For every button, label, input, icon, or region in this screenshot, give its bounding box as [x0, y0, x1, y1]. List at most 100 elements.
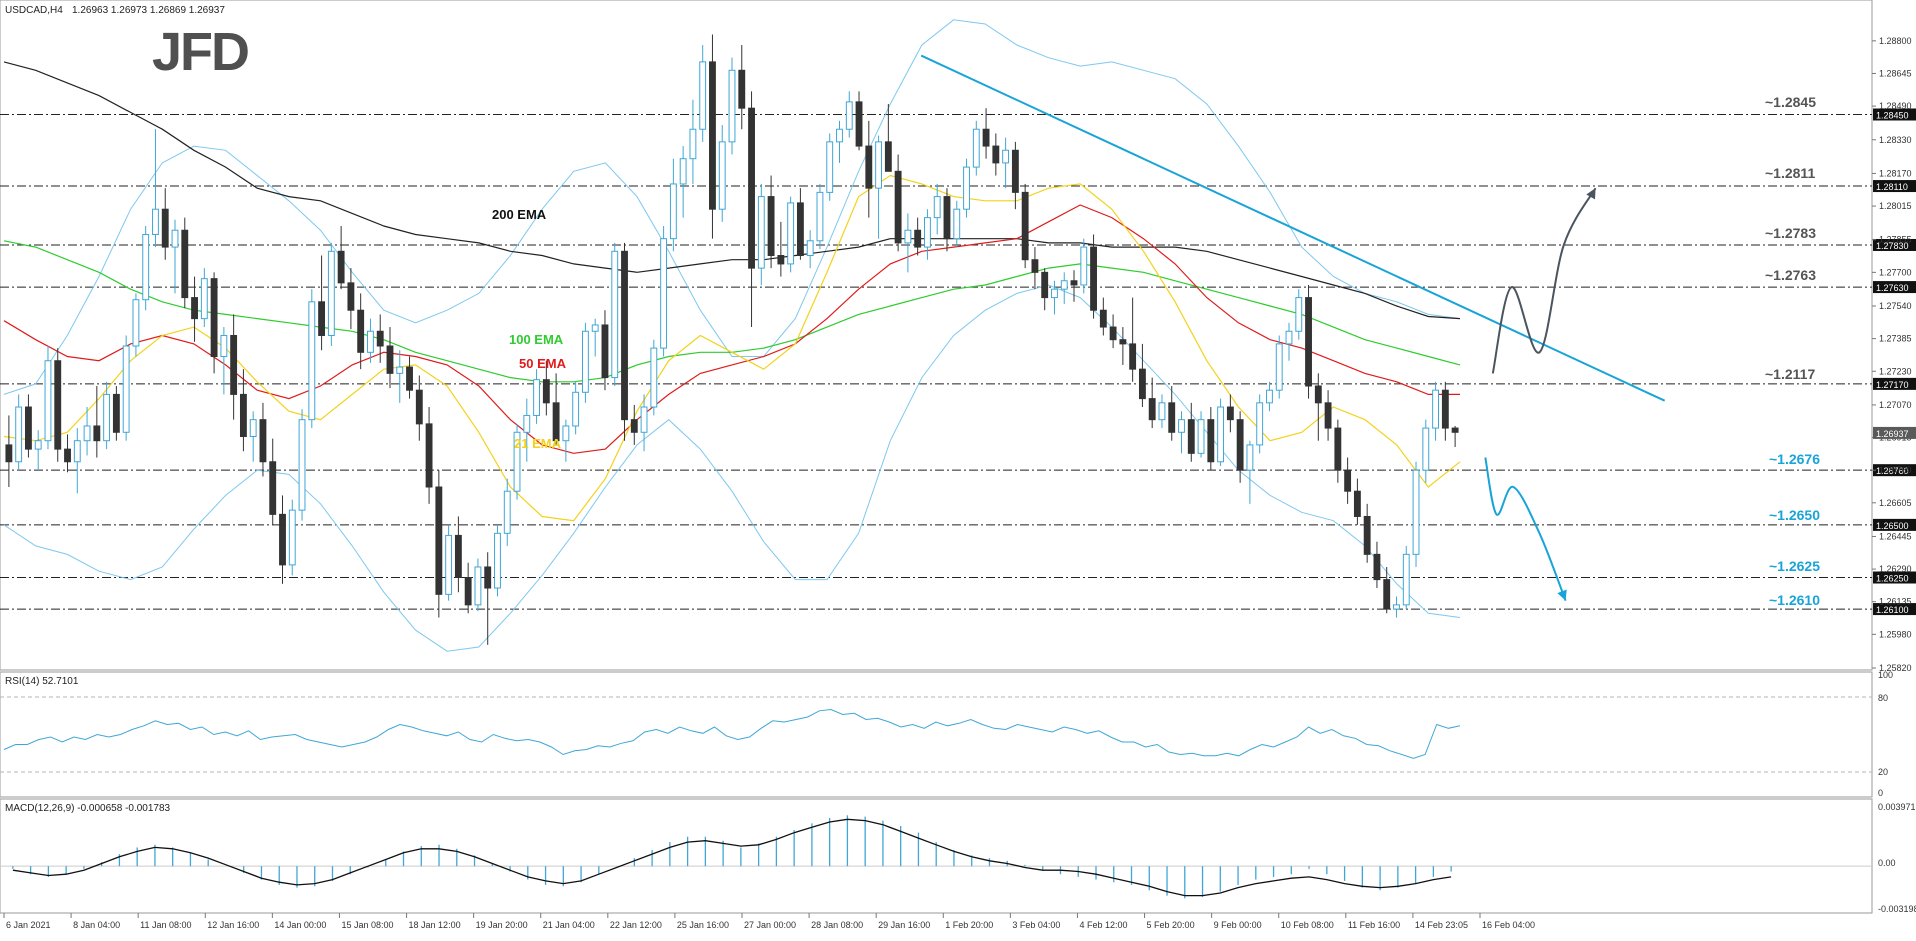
downtrend-line [920, 54, 1666, 402]
candle-body [1451, 427, 1459, 433]
time-tick-label-1: 8 Jan 04:00 [73, 920, 120, 930]
rsi-label: RSI(14) 52.7101 [5, 676, 79, 687]
ema200-line [3, 61, 1461, 320]
candle-body [1138, 368, 1146, 400]
macd-signal-line [12, 818, 1452, 897]
candle-body [503, 490, 511, 534]
candle-body [562, 425, 570, 442]
time-tick-label-6: 18 Jan 12:00 [409, 920, 461, 930]
candle-body [239, 393, 247, 437]
rsi-panel-frame [0, 671, 1873, 798]
candle-body [572, 391, 580, 427]
candle-body [552, 402, 560, 442]
candle [259, 402, 267, 477]
candle-body [992, 145, 1000, 164]
candle [1363, 503, 1371, 563]
candle [552, 373, 560, 445]
candle [787, 196, 795, 273]
level-tag-bg-9 [1873, 603, 1916, 616]
candle [1353, 478, 1361, 525]
candle-body [523, 414, 531, 433]
candle [630, 404, 638, 445]
level-tag-bg-3 [1873, 238, 1916, 251]
time-tick-label-13: 29 Jan 16:00 [878, 920, 930, 930]
candle-body [318, 301, 326, 336]
candle [738, 45, 746, 130]
candle [914, 217, 922, 256]
bullish-projection-arrowhead [1586, 188, 1596, 200]
candle [1285, 322, 1293, 361]
candle-body [748, 107, 755, 269]
candle-body [865, 145, 873, 189]
candle [5, 415, 13, 488]
candle [288, 499, 296, 576]
candle [1090, 234, 1097, 319]
candlesticks [5, 34, 1459, 645]
level-label-6: ~1.2676 [1769, 451, 1820, 467]
candle-body [757, 196, 765, 269]
candle [884, 103, 892, 172]
candle-body [1041, 271, 1049, 299]
ema21-line [3, 174, 1461, 522]
rsi-tick-100: 100 [1878, 670, 1893, 680]
candle-body [1402, 553, 1410, 606]
candle [1148, 377, 1156, 429]
candle-body [230, 334, 238, 395]
candle [777, 221, 785, 277]
candle-body [54, 360, 62, 450]
candle-body [1158, 402, 1166, 421]
candle-body [924, 217, 931, 248]
candle-body [1344, 469, 1352, 492]
candle [1422, 419, 1430, 483]
candle [347, 268, 355, 330]
candle-body [640, 406, 648, 433]
candle [308, 289, 316, 429]
candle-body [249, 419, 257, 437]
jfd-logo: JFD [152, 22, 248, 82]
candle-body [796, 202, 804, 257]
candle-body [1148, 398, 1156, 421]
candle [239, 369, 247, 452]
candle [806, 230, 814, 269]
candle [1158, 394, 1166, 429]
candle [1207, 407, 1215, 471]
level-tag-3: 1.27830 [1876, 241, 1909, 251]
candle-body [738, 69, 746, 109]
ema200-label: 200 EMA [492, 207, 547, 222]
candle [269, 438, 277, 525]
candle [591, 318, 599, 357]
bullish-projection-path [1491, 187, 1597, 374]
candle [1412, 461, 1420, 567]
level-label-9: ~1.2610 [1769, 592, 1820, 608]
candle [1314, 373, 1322, 441]
candle [542, 360, 550, 416]
candle [767, 175, 775, 269]
candle-body [191, 297, 198, 320]
candle-body [660, 238, 668, 349]
candle-body [5, 444, 13, 463]
price-tick-label-5: 1.28015 [1879, 201, 1912, 211]
candle-body [210, 278, 218, 358]
price-tick-label-6: 1.27855 [1879, 235, 1912, 245]
level-tag-2: 1.28110 [1876, 182, 1908, 192]
time-tick-label-3: 12 Jan 16:00 [207, 920, 259, 930]
candle [581, 322, 589, 403]
candle-body [982, 128, 990, 147]
price-tick-label-14: 1.26605 [1879, 498, 1912, 508]
candle-body [259, 419, 267, 463]
candle-body [161, 208, 169, 248]
level-tag-bg-5 [1873, 377, 1916, 390]
price-tick-label-19: 1.25820 [1879, 663, 1912, 673]
candle-body [494, 532, 501, 589]
time-tick-label-11: 27 Jan 00:00 [744, 920, 796, 930]
rsi-tick-80: 80 [1878, 693, 1888, 703]
candle [1344, 457, 1352, 504]
candle [1070, 270, 1078, 302]
bearish-projection-arrowhead [1557, 589, 1567, 601]
candle-body [367, 330, 374, 353]
candle-body [611, 250, 619, 379]
candle-body [914, 229, 922, 248]
candle [152, 129, 159, 248]
candle-body [386, 345, 394, 374]
